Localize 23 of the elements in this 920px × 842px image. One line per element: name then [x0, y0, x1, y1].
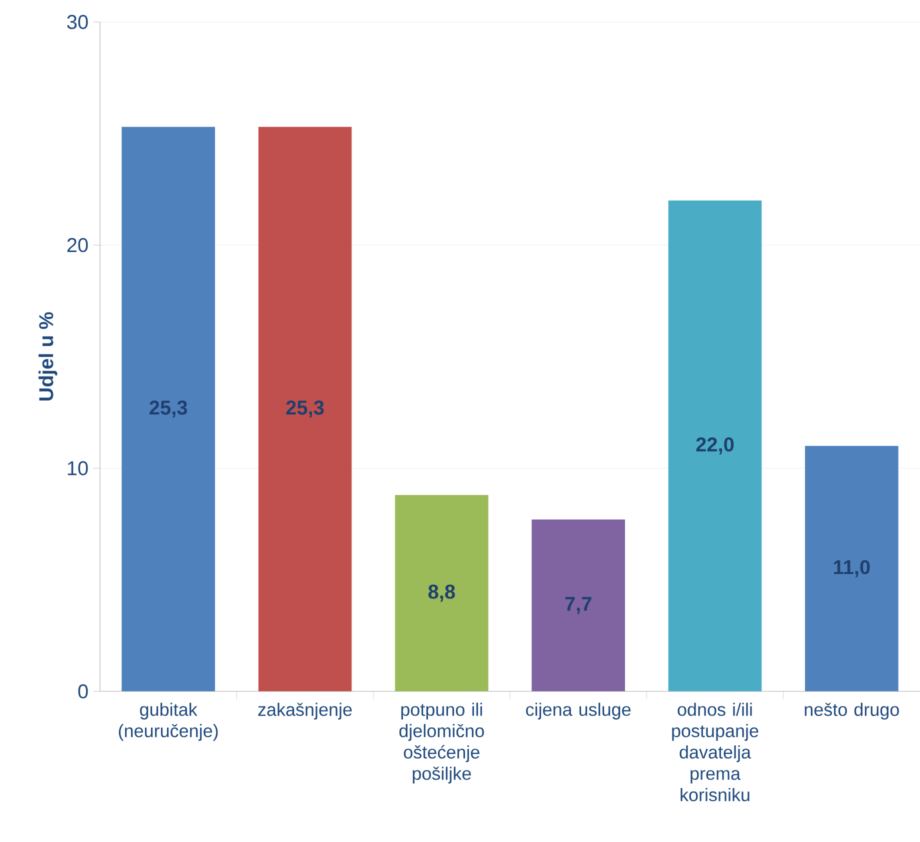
y-axis-title: Udjel u %: [38, 312, 58, 400]
y-tick-label: 20: [67, 238, 88, 252]
x-tick-label: zakašnjenje: [258, 702, 352, 720]
data-label: 25,3: [286, 400, 324, 418]
data-label: 8,8: [428, 584, 455, 602]
bar: [122, 126, 215, 692]
x-tick-label: odnos i/ili postupanje davatelja prema korisniku: [672, 702, 758, 802]
bar: [805, 446, 898, 692]
x-tick-label: nešto drugo: [804, 702, 899, 720]
y-tick-label: 0: [78, 684, 88, 698]
bar: [668, 200, 762, 692]
data-label: 11,0: [834, 560, 870, 578]
x-tick-label: gubitak (neuručenje): [118, 702, 218, 741]
y-tick-label: 30: [67, 14, 88, 30]
bar: [395, 494, 488, 692]
data-label: 22,0: [696, 437, 734, 454]
data-label: 7,7: [565, 597, 592, 614]
x-tick-label: potpuno ili djelomično oštećenje pošiljke: [399, 702, 484, 784]
bar: [532, 520, 626, 692]
bar: [258, 126, 352, 692]
x-tick-label: cijena usluge: [526, 702, 631, 720]
y-tick-label: 10: [68, 461, 88, 476]
data-label: 25,3: [150, 400, 188, 418]
